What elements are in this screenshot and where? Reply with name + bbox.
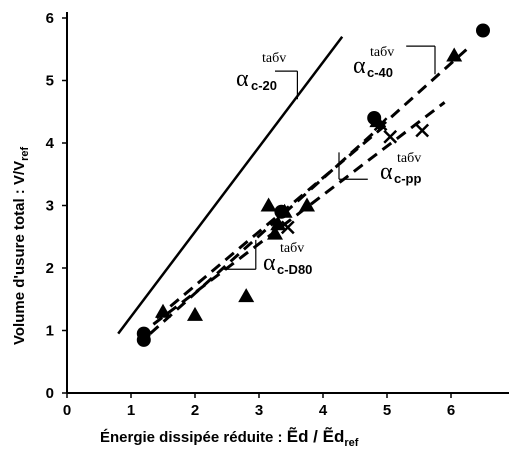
y-tick-label: 0 bbox=[46, 385, 54, 402]
data-point-triangle bbox=[446, 47, 463, 62]
annotation-alpha: α bbox=[380, 159, 393, 185]
x-tick-label: 6 bbox=[447, 402, 455, 419]
x-tick-label: 4 bbox=[319, 402, 328, 419]
data-point-cross bbox=[383, 129, 398, 144]
annotation-super: taбv bbox=[370, 45, 394, 60]
x-axis-title-sub: ref bbox=[344, 437, 358, 449]
data-point-triangle bbox=[260, 197, 277, 212]
x-tick-label: 2 bbox=[191, 402, 199, 419]
annotation-alpha-c-20: taбv α c-20 bbox=[236, 51, 286, 93]
data-point-circle bbox=[136, 332, 151, 347]
fit-lines bbox=[117, 35, 472, 335]
annotation-alpha: α bbox=[236, 66, 249, 92]
y-tick-label: 3 bbox=[46, 198, 54, 215]
fit-line-dashed bbox=[155, 119, 392, 320]
y-tick-label: 6 bbox=[46, 10, 54, 27]
data-point-triangle bbox=[276, 203, 293, 218]
x-tick-label: 5 bbox=[383, 402, 391, 419]
x-axis-title-var: Ẽd / Ẽd bbox=[287, 426, 345, 446]
y-axis-title-sub: ref bbox=[19, 146, 31, 160]
data-point-circle bbox=[476, 23, 490, 38]
annotation-sub: c-D80 bbox=[277, 262, 312, 277]
fit-line-dashed bbox=[152, 101, 446, 326]
data-markers bbox=[136, 23, 490, 347]
annotation-sub: c-40 bbox=[367, 65, 393, 80]
data-point-triangle bbox=[267, 225, 283, 240]
annotation-alpha: α bbox=[263, 250, 276, 276]
y-tick-label: 5 bbox=[46, 73, 54, 90]
data-point-triangle bbox=[238, 288, 255, 303]
data-point-cross bbox=[415, 123, 430, 138]
x-tick-label: 0 bbox=[63, 402, 71, 419]
data-point-triangle bbox=[299, 197, 315, 212]
annotation-alpha-c-D80: taбv α c-D80 bbox=[263, 241, 312, 277]
data-point-cross bbox=[373, 117, 388, 132]
annotation-alpha-c-pp: taбv α c-pp bbox=[380, 151, 422, 186]
x-tick-label: 3 bbox=[255, 402, 263, 419]
y-tick-label: 1 bbox=[46, 323, 54, 340]
y-ticks: 0 1 2 3 4 5 6 bbox=[46, 10, 67, 402]
fit-line-solid bbox=[117, 35, 344, 335]
data-point-cross bbox=[280, 220, 295, 235]
slope-triangles bbox=[223, 45, 436, 270]
y-tick-label: 2 bbox=[46, 260, 54, 277]
annotation-sub: c-pp bbox=[394, 171, 422, 186]
y-axis-title: Volume d'usure total : V/Vref bbox=[11, 146, 31, 345]
annotation-super: taбv bbox=[262, 51, 286, 66]
x-axis-title: Énergie dissipée réduite : Ẽd / Ẽdref bbox=[100, 426, 359, 449]
x-ticks: 01234567 bbox=[63, 393, 455, 419]
annotation-sub: c-20 bbox=[251, 78, 277, 93]
annotation-alpha: α bbox=[353, 53, 366, 79]
x-tick-label: 1 bbox=[127, 402, 135, 419]
annotation-super: taбv bbox=[280, 241, 304, 256]
y-tick-label: 4 bbox=[46, 135, 55, 152]
x-axis-title-main: Énergie dissipée réduite : bbox=[100, 429, 287, 446]
data-point-triangle bbox=[270, 216, 287, 231]
data-point-triangle bbox=[187, 306, 203, 321]
y-axis-title-main: Volume d'usure total : V/V bbox=[11, 161, 28, 345]
annotation-super: taбv bbox=[397, 151, 421, 166]
data-point-triangle bbox=[155, 303, 171, 318]
annotation-alpha-c-40: taбv α c-40 bbox=[353, 45, 394, 80]
